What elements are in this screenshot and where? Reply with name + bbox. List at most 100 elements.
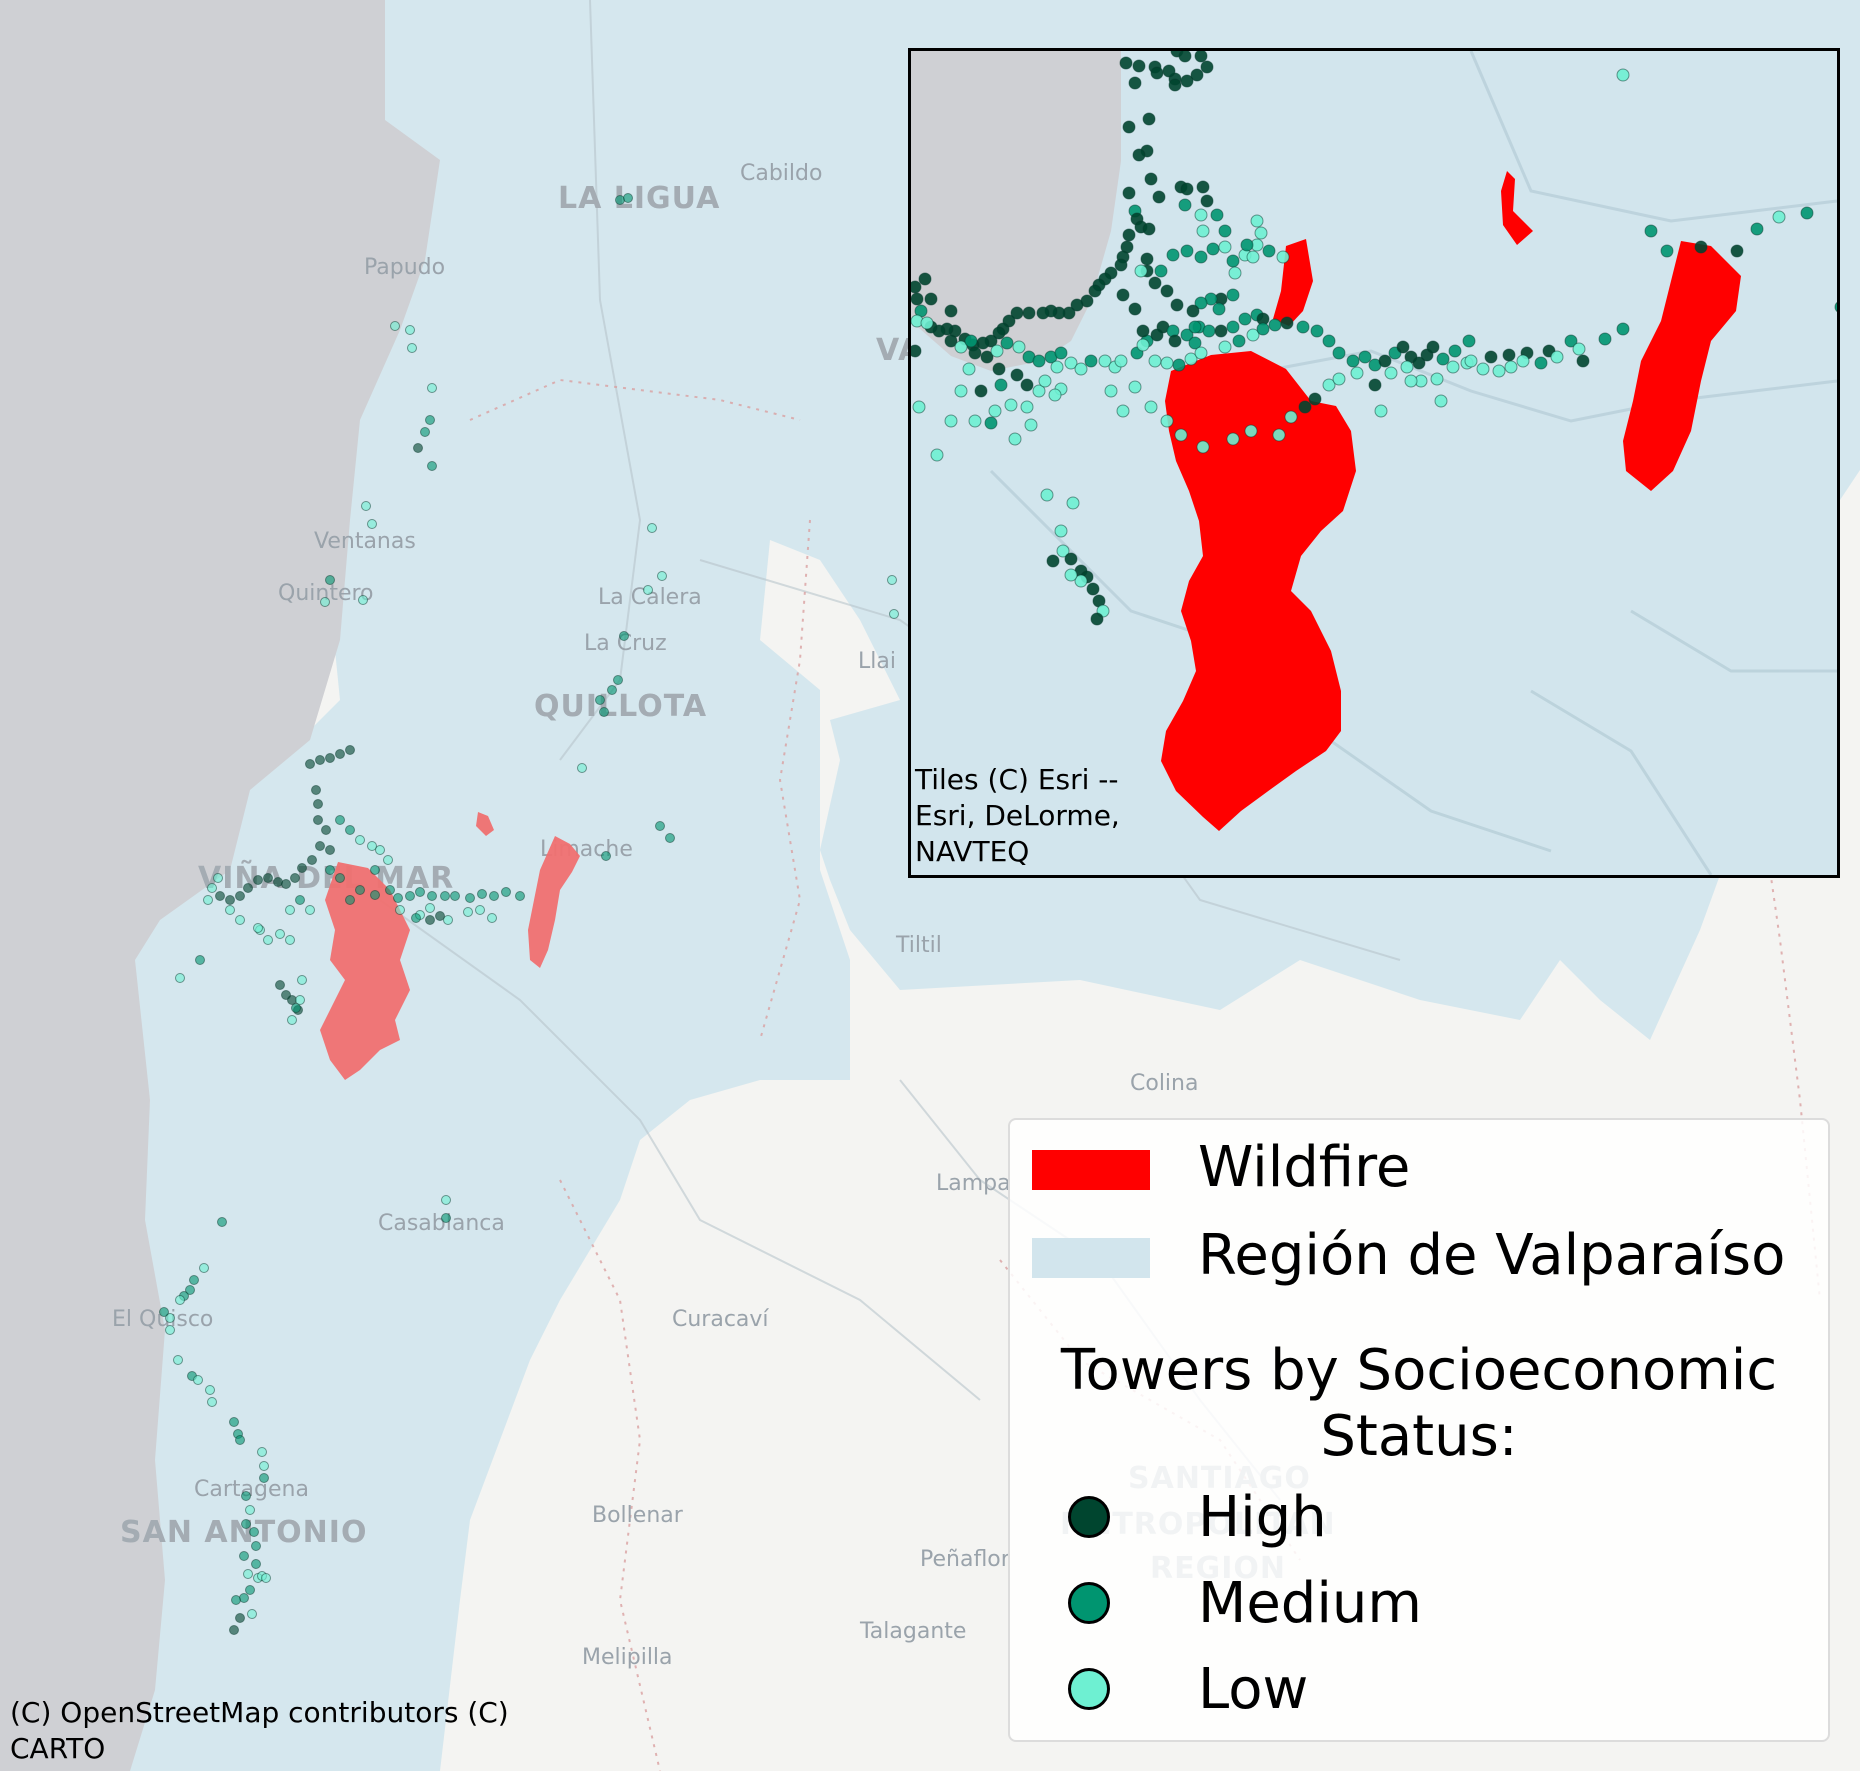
tower-marker-high [297,863,307,873]
tower-marker-medium [1188,336,1202,350]
tower-marker-high [313,815,323,825]
tower-marker-medium [251,1541,261,1551]
tower-marker-low [1040,488,1054,502]
tower-marker-high [325,753,335,763]
tower-marker-medium [355,885,365,895]
tower-marker-low [990,344,1004,358]
tower-marker-medium [415,887,425,897]
tower-marker-low [954,340,968,354]
legend-high-marker [1068,1496,1110,1538]
tower-marker-medium [1644,224,1658,238]
tower-marker-medium [450,891,460,901]
tower-marker-medium [411,913,421,923]
tower-marker-medium [325,865,335,875]
tower-marker-low [1504,360,1518,374]
tower-marker-high [1162,64,1176,78]
tower-marker-medium [1180,244,1194,258]
tower-marker-medium [1750,222,1764,236]
tower-marker-medium [1210,208,1224,222]
tower-marker-high [1396,340,1410,354]
tower-marker-low [1104,384,1118,398]
tower-marker-medium [1032,354,1046,368]
tower-marker-medium [425,415,435,425]
tower-marker-medium [1448,344,1462,358]
wildfire-inset-small [1501,171,1533,245]
label-cartagena: Cartagena [194,1477,309,1502]
tower-marker-high [315,755,325,765]
tower-marker-high [1142,112,1156,126]
label-tiltil: Tiltil [895,933,942,958]
tower-marker-low [1074,362,1088,376]
tower-marker-medium [370,890,380,900]
tower-marker-high [1214,324,1228,338]
tower-marker-low [1174,428,1188,442]
tower-marker-high [1122,228,1136,242]
tower-marker-low [405,325,415,335]
tower-marker-medium [1188,320,1202,334]
tower-marker-low [475,905,485,915]
tower-marker-low [358,595,368,605]
tower-marker-low [1038,374,1052,388]
wildfire-patch-small [476,812,494,836]
tower-marker-high [968,346,982,360]
tower-marker-high [215,891,225,901]
tower-marker-medium [665,833,675,843]
towers-main [159,193,899,1635]
tower-marker-high [229,1625,239,1635]
tower-marker-medium [245,1585,255,1595]
tower-marker-high [315,841,325,851]
tower-marker-medium [235,1435,245,1445]
tower-marker-low [175,1295,185,1305]
tower-marker-low [1246,328,1260,342]
wildfire-inset [1161,171,1741,831]
tower-marker-medium [325,575,335,585]
tower-marker-medium [1166,248,1180,262]
tower-marker-low [1276,250,1290,264]
tower-marker-medium [964,334,978,348]
tower-marker-high [1128,302,1142,316]
tower-marker-medium [345,825,355,835]
tower-marker-high [305,759,315,769]
tower-marker-low [988,404,1002,418]
tower-marker-low [1572,342,1586,356]
tower-marker-low [390,321,400,331]
tower-marker-low [968,414,982,428]
tower-marker-medium [1268,318,1282,332]
label-talagante: Talagante [859,1619,966,1644]
tower-marker-medium [420,427,430,437]
tower-marker-low [1246,250,1260,264]
tower-marker-low [954,384,968,398]
tower-marker-medium [623,193,633,203]
tower-marker-medium [1194,250,1208,264]
tower-marker-medium [231,1595,241,1605]
tower-marker-high [944,304,958,318]
tower-marker-low [1134,264,1148,278]
tower-marker-low [912,400,926,414]
tower-marker-low [207,883,217,893]
tower-marker-low [487,913,497,923]
tower-marker-low [375,845,385,855]
tower-marker-medium [1332,346,1346,360]
tower-marker-low [1008,432,1022,446]
tower-marker-medium [1262,244,1276,258]
legend: Wildfire Región de Valparaíso Towers by … [1008,1118,1830,1742]
tower-marker-high [1046,554,1060,568]
tower-marker-low [1218,340,1232,354]
tower-marker-low [463,907,473,917]
tower-marker-high [1502,348,1516,362]
tower-marker-high [1484,350,1498,364]
tower-marker-low [1160,414,1174,428]
tower-marker-medium [1226,254,1240,268]
tower-marker-high [1368,378,1382,392]
tower-marker-high [345,745,355,755]
tower-marker-medium [1256,322,1270,336]
tower-marker-low [1322,378,1336,392]
tower-marker-medium [241,1519,251,1529]
tower-marker-low [1430,372,1444,386]
legend-high-label: High [1198,1485,1327,1550]
tower-marker-medium [1054,346,1068,360]
tower-marker-medium [393,893,403,903]
tower-marker-low [643,585,653,595]
tower-marker-high [1280,316,1294,330]
tower-marker-high [924,292,938,306]
